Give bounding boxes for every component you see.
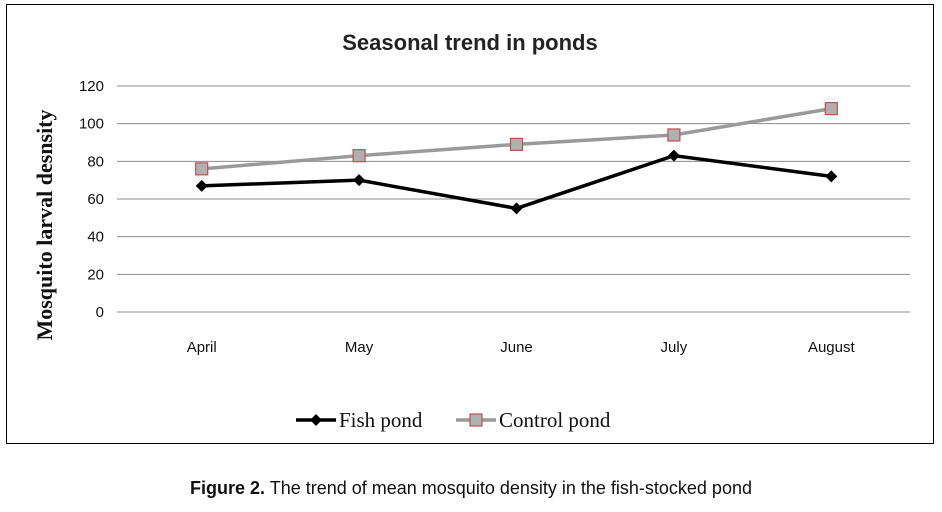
gridlines: [117, 85, 910, 313]
chart-title: Seasonal trend in ponds: [342, 30, 597, 55]
y-tick-label: 20: [87, 266, 104, 283]
data-point-fish-pond: [667, 149, 680, 162]
data-point-control-pond: [509, 137, 524, 151]
x-tick-label: April: [187, 339, 217, 356]
legend: Fish pond Control pond: [296, 408, 611, 432]
legend-label-control-pond: Control pond: [499, 408, 611, 432]
legend-marker-fish-pond: [310, 414, 322, 426]
data-point-control-pond: [667, 128, 681, 142]
chart-frame: [6, 4, 934, 444]
y-axis-label: Mosquito larval desnsity: [32, 109, 57, 340]
data-point-control-pond: [352, 149, 366, 163]
y-tick-label: 80: [87, 153, 104, 170]
x-tick-label: May: [345, 339, 374, 356]
data-point-fish-pond: [510, 202, 523, 215]
y-tick-labels: 0 20 40 60 80 100 120: [79, 78, 104, 321]
data-point-fish-pond: [825, 170, 838, 183]
data-point-control-pond: [195, 162, 209, 176]
caption-text: The trend of mean mosquito density in th…: [269, 478, 752, 498]
data-point-fish-pond: [353, 174, 366, 187]
legend-marker-control-pond: [469, 413, 483, 427]
series-line-fish-pond: [201, 153, 832, 211]
x-tick-label: July: [661, 339, 688, 356]
series-group: [195, 101, 838, 215]
y-tick-label: 60: [87, 191, 104, 208]
data-point-control-pond: [824, 101, 838, 116]
figure-caption: Figure 2. The trend of mean mosquito den…: [0, 478, 942, 499]
x-tick-labels: April May June July August: [187, 339, 856, 356]
y-tick-label: 0: [96, 304, 104, 321]
line-chart: Seasonal trend in ponds 020406080100120 …: [32, 30, 910, 432]
y-tick-label: 100: [79, 116, 104, 133]
caption-label: Figure 2.: [190, 478, 266, 498]
x-tick-label: June: [500, 339, 533, 356]
y-tick-label: 40: [87, 229, 104, 246]
legend-label-fish-pond: Fish pond: [339, 408, 423, 432]
x-tick-label: August: [808, 339, 856, 356]
data-point-fish-pond: [195, 179, 208, 192]
y-tick-label: 120: [79, 78, 104, 95]
